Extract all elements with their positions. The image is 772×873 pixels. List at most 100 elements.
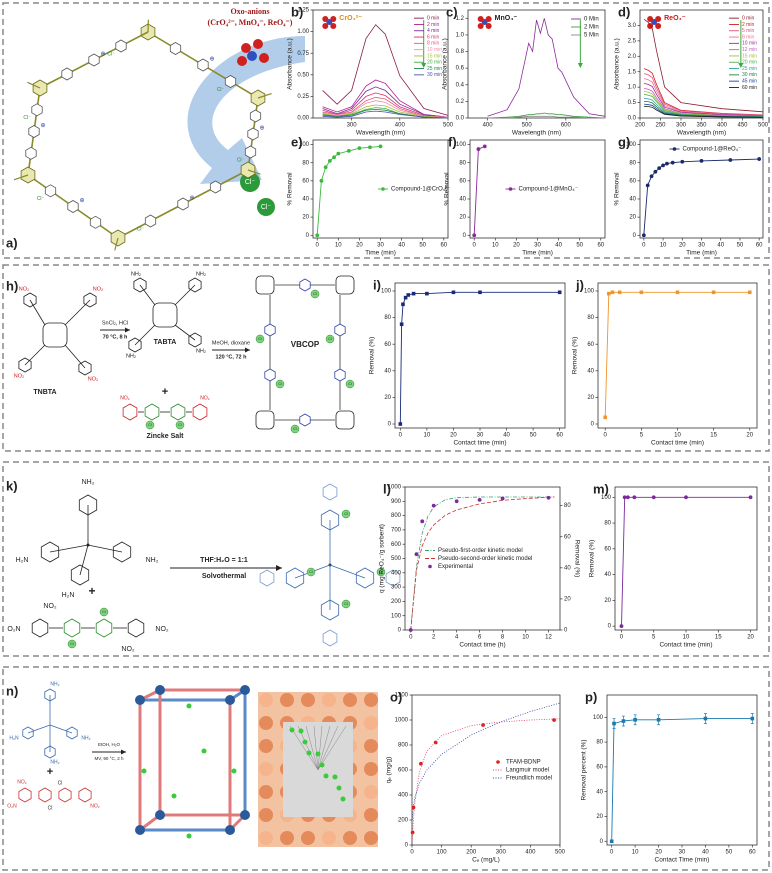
marker <box>476 147 481 151</box>
marker <box>332 155 336 160</box>
x-tick-label: 10 <box>522 635 529 641</box>
y-tick-label: 60 <box>596 764 603 770</box>
atom <box>301 831 315 845</box>
x-axis-label: Time (min) <box>686 250 717 257</box>
y-tick-label: 20 <box>302 215 309 221</box>
atom <box>364 808 378 822</box>
marker <box>750 716 755 721</box>
y-tick-label: 0 <box>608 624 612 630</box>
legend-label: 0 min <box>427 15 439 21</box>
condition: THF:H₂O = 1:1 <box>200 557 248 564</box>
annotation: MnO₄⁻ <box>495 15 518 22</box>
y-tick-label: 1000 <box>395 718 409 724</box>
ring <box>320 509 340 531</box>
x-tick-label: 0 <box>620 635 624 641</box>
ion <box>319 762 325 768</box>
marker <box>619 624 624 629</box>
x-tick-label: 300 <box>676 123 687 129</box>
y-tick-label: 60 <box>629 178 636 184</box>
bond <box>13 174 29 181</box>
marker <box>684 495 688 500</box>
y-tick-label: 0 <box>398 628 402 634</box>
marker <box>406 293 411 297</box>
bond <box>49 724 73 734</box>
reagent: SnCl₂, HCl <box>102 320 128 326</box>
bond <box>114 237 119 251</box>
y-tick-label: 3.0 <box>628 23 637 29</box>
marker <box>315 233 320 238</box>
chart: o) 0 100 200 300 400 500 0 200 400 600 800 1000 1200 C… <box>386 689 566 863</box>
x-tick-label: 200 <box>466 850 477 856</box>
ring <box>38 787 52 803</box>
x-tick-label: 8 <box>501 635 505 641</box>
marker <box>431 503 436 508</box>
atom <box>259 693 273 707</box>
y-tick-label: 60 <box>459 178 466 184</box>
ion <box>323 773 329 779</box>
atom-label: NO₂ <box>88 376 98 382</box>
marker <box>641 233 646 238</box>
x-axis-label: Contact Time (min) <box>655 857 710 864</box>
series-line <box>487 115 605 119</box>
legend-label: 30 min <box>742 72 757 78</box>
ring <box>78 787 92 803</box>
marker <box>621 719 626 723</box>
series-line <box>322 96 449 118</box>
y-tick-label: 800 <box>398 743 409 749</box>
x-axis-label: Wavelength (nm) <box>356 130 405 137</box>
series-line <box>322 24 449 116</box>
bond <box>27 81 41 89</box>
atom <box>259 762 273 776</box>
x-tick-label: 30 <box>679 850 686 856</box>
x-tick-label: 6 <box>478 635 482 641</box>
atom-label: Cl⁻ <box>137 226 145 232</box>
x-tick-label: 0 <box>410 850 414 856</box>
atom-label: Cl⁻ <box>107 51 115 57</box>
x-tick-label: 0 <box>316 243 320 249</box>
atom-label: O₂N <box>7 803 17 809</box>
x-tick-label: 60 <box>440 243 447 249</box>
series-line <box>322 100 449 118</box>
y-axis-label: qₑ (mg/g) <box>386 757 393 784</box>
y-tick-label: 1.0 <box>456 33 465 39</box>
marker <box>418 761 423 766</box>
atom <box>280 831 294 845</box>
sphere <box>253 39 263 49</box>
y-tick-label: 400 <box>391 570 402 576</box>
atom-label: Cl⁻ <box>237 157 245 163</box>
series-line <box>410 496 555 631</box>
panel-label: i) <box>373 277 381 292</box>
y-tick-label: 500 <box>391 556 402 562</box>
marker <box>699 158 704 163</box>
x-tick-label: 12 <box>545 635 552 641</box>
y-tick-label: 0.25 <box>297 94 309 100</box>
marker <box>657 166 662 171</box>
y-tick-label: 1.0 <box>628 85 637 91</box>
bond <box>289 725 319 771</box>
ion-label: Cl⁻ <box>261 204 272 211</box>
y-tick-label: 0 <box>388 422 392 428</box>
legend-marker <box>672 147 677 151</box>
legend-label: 6 min <box>427 34 439 40</box>
atom-label: ⊕ <box>100 52 105 58</box>
y-axis-label: % Removal <box>614 172 621 206</box>
condition: Solvothermal <box>202 573 246 580</box>
chart: l)0 2 4 6 8 10 1201002003004005006007008009001… <box>379 481 581 648</box>
y-tick-label: 1.5 <box>628 69 637 75</box>
bond <box>64 344 86 369</box>
series-line <box>643 18 764 113</box>
x-tick-label: 30 <box>698 243 705 249</box>
node <box>135 825 145 835</box>
ion <box>306 567 316 577</box>
marker <box>617 290 622 295</box>
x-tick-label: 450 <box>737 123 748 129</box>
marker <box>319 178 324 183</box>
x-tick-label: 50 <box>576 243 583 249</box>
ring <box>83 292 97 308</box>
legend-label: 5 Min <box>584 33 599 39</box>
atom-label: NH₂ <box>50 759 59 765</box>
marker <box>454 499 459 504</box>
ring <box>23 292 37 308</box>
legend-label: Experimental <box>438 564 473 570</box>
legend-label: 60 min <box>742 85 757 91</box>
